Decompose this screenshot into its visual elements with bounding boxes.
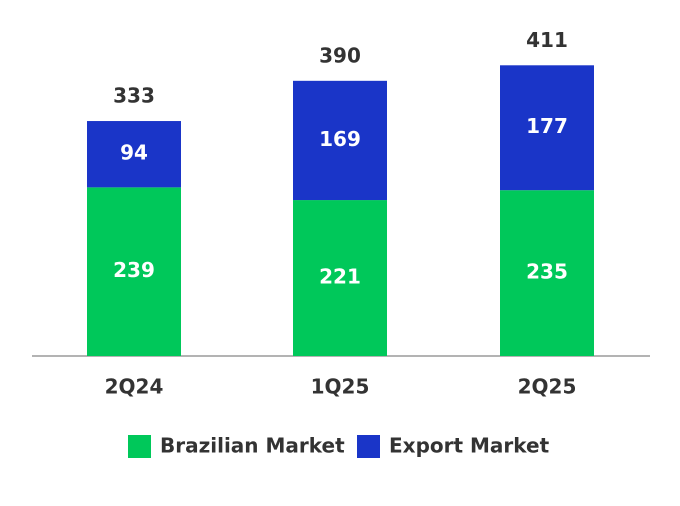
- total-label: 333: [113, 84, 155, 108]
- legend-label: Brazilian Market: [160, 434, 345, 458]
- value-label: 169: [319, 127, 361, 151]
- total-label: 390: [319, 43, 361, 67]
- bar-segment: [500, 65, 594, 191]
- value-label: 177: [526, 114, 568, 138]
- bar-segment: [87, 187, 181, 356]
- legend-swatch: [128, 435, 151, 458]
- legend-label: Export Market: [389, 434, 550, 458]
- bar-segment: [87, 121, 181, 188]
- legend-swatch: [357, 435, 380, 458]
- bar-segment: [293, 80, 387, 201]
- bar-segment: [293, 200, 387, 356]
- value-label: 235: [526, 260, 568, 284]
- x-tick-label: 2Q25: [518, 375, 577, 399]
- value-label: 94: [120, 141, 148, 165]
- bar-segment: [500, 190, 594, 356]
- x-tick-label: 1Q25: [311, 375, 370, 399]
- x-tick-label: 2Q24: [105, 375, 164, 399]
- value-label: 239: [113, 258, 155, 282]
- total-label: 411: [526, 28, 568, 52]
- value-label: 221: [319, 265, 361, 289]
